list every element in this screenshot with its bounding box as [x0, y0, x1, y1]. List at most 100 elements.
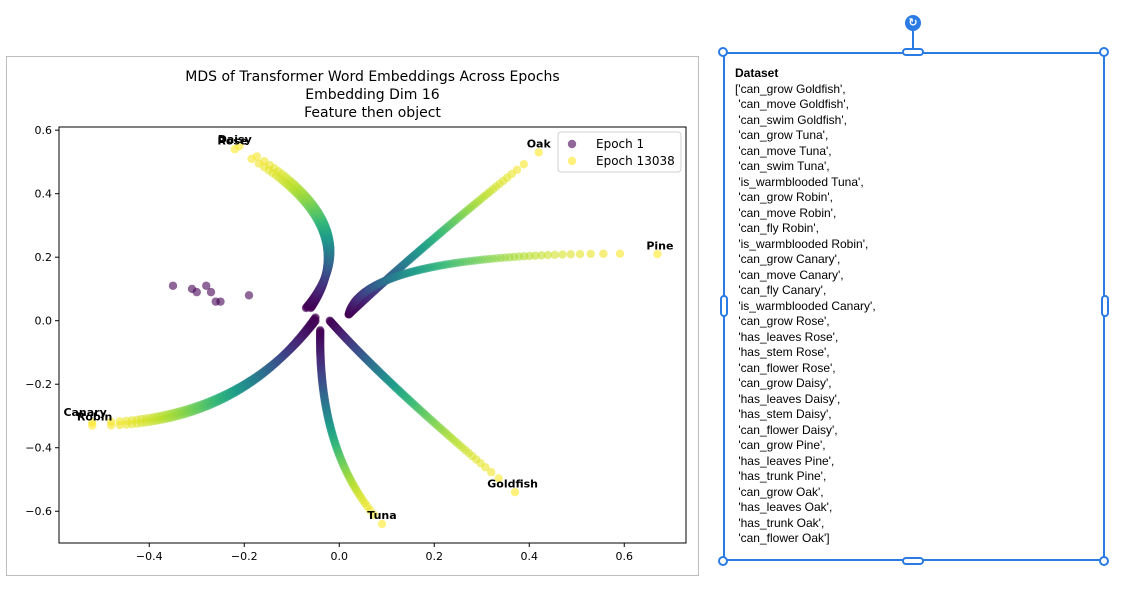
dataset-line: 'has_leaves Oak', — [735, 500, 833, 514]
data-point — [494, 474, 503, 483]
data-point — [244, 291, 254, 300]
chart-title-line: Feature then object — [304, 105, 441, 121]
annotation-tuna: Tuna — [367, 509, 396, 522]
data-point — [653, 249, 662, 259]
resize-handle-top-left[interactable] — [718, 47, 728, 57]
dataset-line: 'can_fly Canary', — [735, 283, 827, 297]
y-tick-label: 0.6 — [35, 124, 53, 137]
resize-handle-right[interactable] — [1101, 295, 1109, 317]
data-point — [106, 417, 116, 427]
plot-area — [58, 126, 687, 544]
chart-image[interactable]: MDS of Transformer Word Embeddings Acros… — [6, 56, 699, 576]
dataset-line: 'has_stem Rose', — [735, 345, 830, 359]
annotation-rose: Rose — [217, 134, 247, 147]
data-point — [260, 157, 269, 166]
data-point — [216, 297, 225, 306]
data-point — [481, 463, 490, 472]
y-tick-label: −0.2 — [25, 378, 52, 391]
trajectory-goldfish — [325, 316, 520, 497]
x-tick-label: −0.2 — [231, 550, 258, 563]
trajectory-daisy — [235, 141, 335, 313]
annotation-robin: Robin — [77, 411, 113, 424]
data-point — [512, 165, 522, 174]
chart-title-line: Embedding Dim 16 — [305, 87, 440, 103]
data-point — [537, 251, 546, 260]
data-point — [566, 250, 575, 259]
y-tick-label: −0.4 — [25, 442, 52, 455]
dataset-lines: ['can_grow Goldfish', 'can_move Goldfish… — [735, 82, 1097, 547]
dataset-line: 'is_warmblooded Canary', — [735, 298, 876, 313]
y-tick-label: 0.0 — [35, 315, 53, 328]
annotation-oak: Oak — [527, 138, 552, 151]
dataset-line: 'can_grow Canary', — [735, 252, 841, 266]
legend-box — [557, 131, 682, 173]
dataset-line: 'can_grow Pine', — [735, 438, 826, 452]
annotation-goldfish: Goldfish — [487, 477, 538, 490]
data-point — [369, 510, 378, 519]
legend: Epoch 1 Epoch 13038 — [557, 131, 682, 173]
trajectory-oak — [344, 148, 543, 319]
data-point — [534, 148, 543, 157]
data-point — [519, 160, 529, 169]
data-point — [252, 152, 262, 161]
data-point — [575, 249, 585, 259]
resize-handle-left[interactable] — [720, 295, 728, 317]
data-point — [192, 287, 201, 297]
dataset-line: 'can_move Tuna', — [735, 143, 832, 158]
x-tick-label: 0.6 — [616, 550, 634, 563]
trajectory-canary — [88, 316, 320, 427]
data-point — [558, 250, 567, 259]
annotation-pine: Pine — [646, 239, 673, 252]
data-point — [202, 281, 211, 290]
chart-title-line: MDS of Transformer Word Embeddings Acros… — [185, 69, 559, 85]
resize-handle-bottom-left[interactable] — [718, 556, 728, 566]
resize-handle-bottom[interactable] — [902, 557, 924, 565]
dataset-line: 'has_leaves Daisy', — [735, 391, 841, 406]
data-point — [486, 468, 496, 477]
dataset-text[interactable]: Dataset ['can_grow Goldfish', 'can_move G… — [735, 66, 1097, 547]
dataset-line: 'can_move Goldfish', — [735, 97, 849, 111]
scatter-chart: MDS of Transformer Word Embeddings Acros… — [25, 69, 687, 563]
dataset-line: 'can_grow Robin', — [735, 190, 833, 204]
dataset-line: 'can_swim Tuna', — [735, 159, 830, 173]
data-point — [543, 250, 553, 260]
data-point — [206, 287, 216, 297]
dataset-line: 'can_grow Rose', — [735, 314, 830, 328]
dataset-line: 'has_leaves Pine', — [735, 453, 835, 468]
data-point — [377, 519, 387, 529]
rotate-stem — [912, 30, 914, 48]
y-tick-label: 0.2 — [35, 251, 53, 264]
dataset-line: 'can_grow Tuna', — [735, 128, 829, 142]
data-point — [599, 249, 608, 258]
rotate-icon[interactable]: ↻ — [905, 15, 921, 31]
resize-handle-top-right[interactable] — [1099, 47, 1109, 57]
data-point — [615, 249, 625, 258]
x-tick-label: −0.4 — [136, 550, 163, 563]
data-point — [88, 418, 97, 427]
y-tick-label: −0.6 — [25, 505, 52, 518]
dataset-line: 'can_move Canary', — [735, 267, 844, 282]
annotation-canary: Canary — [63, 406, 106, 419]
resize-handle-bottom-right[interactable] — [1099, 556, 1109, 566]
dataset-line: ['can_grow Goldfish', — [735, 81, 846, 96]
dataset-line: 'has_leaves Rose', — [735, 329, 839, 344]
trajectory-pine — [344, 249, 662, 319]
resize-handle-top[interactable] — [902, 48, 924, 56]
dataset-textbox[interactable]: Dataset ['can_grow Goldfish', 'can_move G… — [723, 52, 1105, 561]
legend-marker — [567, 156, 577, 166]
dataset-line: 'can_fly Robin', — [735, 221, 819, 235]
x-tick-label: 0.2 — [426, 550, 444, 563]
annotation-daisy: Daisy — [218, 133, 252, 146]
trajectory-robin — [88, 313, 320, 430]
dataset-line: 'has_stem Daisy', — [735, 407, 832, 421]
legend-label: Epoch 1 — [596, 137, 644, 151]
dataset-line: 'can_grow Daisy', — [735, 376, 832, 390]
dataset-line: 'can_flower Rose', — [735, 360, 836, 375]
x-tick-label: 0.4 — [521, 550, 539, 563]
dataset-line: 'is_warmblooded Robin', — [735, 236, 869, 251]
trajectory-tuna — [315, 326, 387, 529]
y-tick-label: 0.4 — [35, 188, 53, 201]
dataset-line: 'is_warmblooded Tuna', — [735, 174, 864, 189]
data-point — [510, 487, 520, 497]
dataset-line: 'can_flower Oak'] — [735, 531, 830, 545]
